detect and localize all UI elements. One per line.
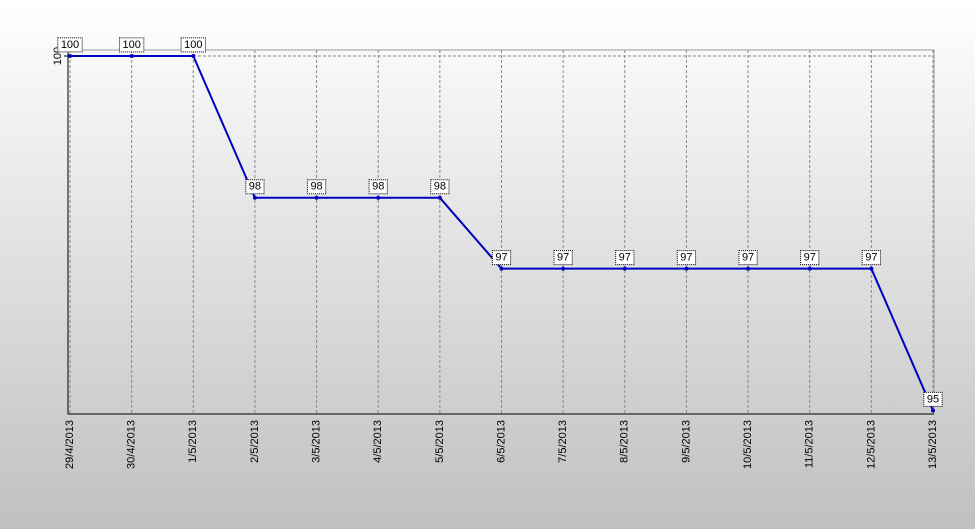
value-label-box — [676, 250, 697, 266]
value-label: 97 — [804, 252, 816, 264]
point — [931, 408, 935, 413]
x-tick-label: 12/5/2013 — [865, 420, 877, 469]
value-label-box — [615, 250, 635, 266]
x-tick-label: 13/5/2013 — [927, 420, 939, 469]
value-label-box — [368, 179, 388, 195]
value-label-box — [861, 250, 881, 266]
value-label-box — [923, 391, 943, 407]
value-label: 97 — [680, 252, 692, 264]
value-label: 97 — [619, 252, 631, 264]
x-tick-label: 1/5/2013 — [187, 420, 199, 463]
point — [499, 266, 504, 271]
x-tick-label: 30/4/2013 — [126, 420, 138, 469]
value-label: 98 — [310, 181, 322, 193]
x-tick-label: 5/5/2013 — [434, 420, 446, 463]
value-label-box — [430, 179, 450, 195]
x-tick-label: 8/5/2013 — [619, 420, 631, 463]
point — [129, 54, 134, 58]
value-label-box — [180, 37, 206, 53]
point — [622, 266, 627, 271]
x-tick-label: 29/4/2013 — [64, 420, 76, 469]
value-label: 95 — [927, 393, 939, 405]
point — [869, 266, 874, 271]
value-label-box — [491, 250, 512, 266]
value-label-box — [118, 37, 145, 53]
x-tick-label: 11/5/2013 — [804, 420, 816, 468]
value-label: 98 — [249, 181, 261, 193]
value-label-box — [800, 250, 820, 266]
value-label: 100 — [122, 39, 140, 51]
value-label-box — [306, 179, 327, 195]
x-tick-label: 6/5/2013 — [495, 420, 507, 463]
point — [376, 195, 381, 200]
point — [684, 266, 689, 271]
x-tick-label: 7/5/2013 — [557, 420, 569, 463]
point — [561, 266, 566, 271]
value-label: 97 — [557, 252, 569, 264]
point — [314, 195, 319, 200]
point — [746, 266, 751, 271]
value-label-box — [738, 250, 758, 266]
value-label: 97 — [742, 252, 754, 264]
x-tick-label: 2/5/2013 — [249, 420, 261, 463]
point — [252, 195, 257, 200]
value-label: 100 — [184, 39, 202, 51]
value-label: 98 — [434, 181, 446, 193]
value-label-box — [245, 179, 265, 195]
value-label-box — [553, 250, 573, 266]
x-tick-label: 9/5/2013 — [680, 420, 692, 463]
value-label: 100 — [61, 39, 79, 51]
x-tick-label: 3/5/2013 — [310, 420, 322, 463]
value-label: 97 — [495, 252, 507, 264]
x-tick-label: 4/5/2013 — [372, 420, 384, 463]
point — [437, 195, 442, 200]
value-label-box — [57, 37, 83, 53]
point — [807, 266, 812, 271]
value-label: 98 — [372, 181, 384, 193]
point — [68, 54, 72, 58]
point — [191, 54, 196, 58]
x-tick-label: 10/5/2013 — [742, 420, 754, 469]
value-label: 97 — [865, 252, 877, 264]
